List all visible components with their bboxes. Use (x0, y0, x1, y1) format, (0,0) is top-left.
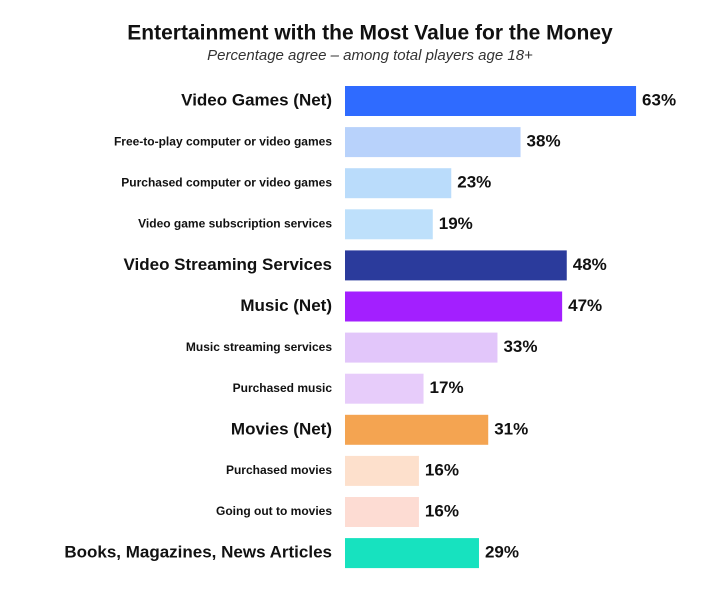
value-label: 16% (425, 460, 459, 479)
value-label: 19% (439, 214, 473, 233)
category-label: Purchased computer or video games (121, 175, 332, 189)
bar (345, 86, 637, 116)
chart-subtitle: Percentage agree – among total players a… (207, 47, 533, 64)
bar (345, 332, 498, 363)
category-label: Purchased music (233, 381, 333, 395)
bar (345, 538, 479, 569)
value-label: 38% (527, 132, 561, 151)
value-label: 48% (573, 255, 607, 274)
value-label: 31% (494, 419, 528, 438)
bar (345, 291, 563, 322)
value-label: 17% (430, 378, 464, 397)
bar (345, 497, 419, 527)
category-label: Free-to-play computer or video games (114, 134, 332, 148)
category-label: Movies (Net) (231, 419, 332, 438)
category-label: Going out to movies (216, 504, 332, 518)
value-label: 33% (503, 337, 537, 356)
category-label: Video Games (Net) (181, 90, 332, 109)
value-label: 16% (425, 501, 459, 520)
bar (345, 373, 424, 404)
bar (345, 414, 489, 445)
value-label: 47% (568, 296, 602, 315)
bar (345, 250, 567, 281)
chart-title: Entertainment with the Most Value for th… (127, 22, 613, 45)
category-label: Music streaming services (186, 340, 332, 354)
bar (345, 209, 433, 240)
value-label: 63% (642, 90, 676, 109)
value-label: 23% (457, 173, 491, 192)
category-label: Video game subscription services (138, 216, 332, 230)
bar (345, 168, 452, 199)
category-label: Video Streaming Services (123, 255, 332, 274)
bar (345, 127, 521, 158)
category-label: Purchased movies (226, 463, 332, 477)
category-label: Books, Magazines, News Articles (64, 543, 332, 562)
category-label: Music (Net) (240, 296, 332, 315)
bar (345, 455, 419, 486)
value-label: 29% (485, 543, 519, 562)
